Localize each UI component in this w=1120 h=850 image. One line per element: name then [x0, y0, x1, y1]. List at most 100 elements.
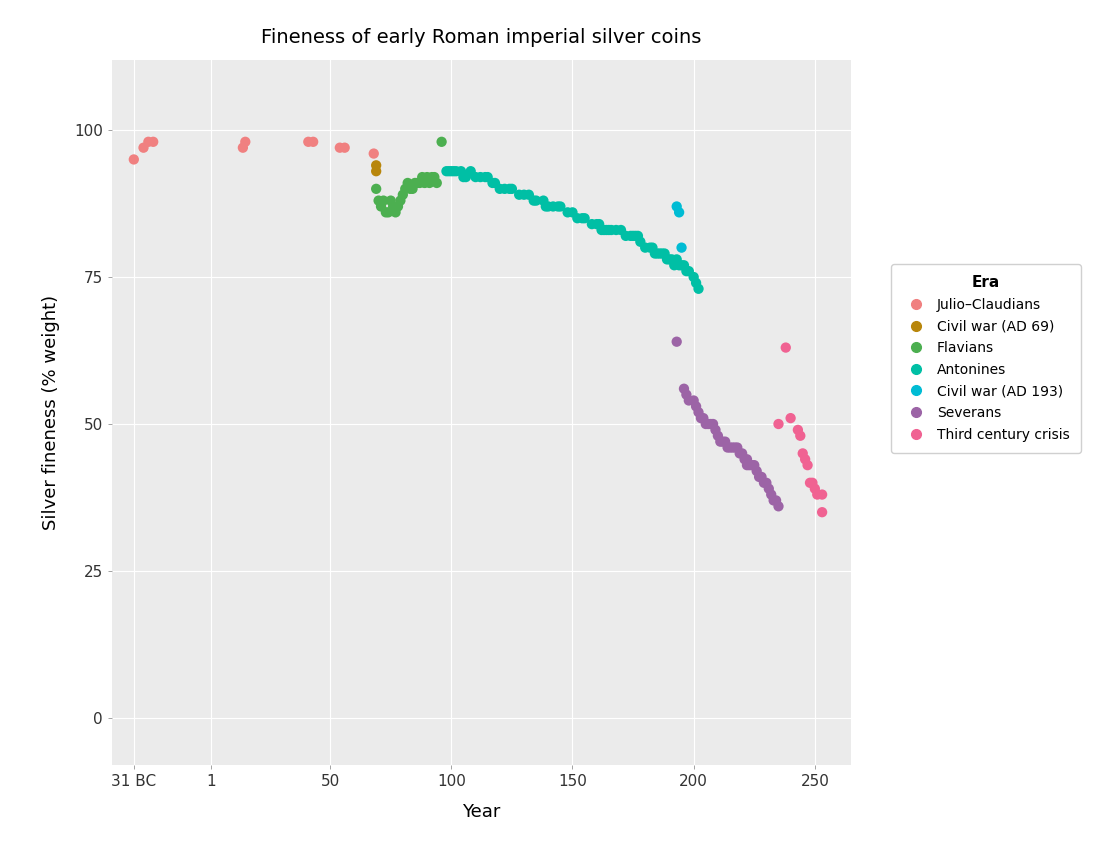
Severans [734, 446, 752, 460]
Julio–Claudians [234, 141, 252, 155]
Antonines [661, 252, 679, 266]
Severans [740, 458, 758, 472]
Third century crisis [792, 429, 810, 443]
X-axis label: Year: Year [463, 803, 501, 821]
Flavians [389, 200, 407, 213]
Flavians [418, 170, 436, 184]
Antonines [597, 224, 615, 237]
Flavians [372, 200, 390, 213]
Severans [719, 441, 737, 455]
Antonines [684, 270, 702, 284]
Severans [759, 482, 777, 496]
Flavians [403, 182, 421, 196]
Third century crisis [813, 506, 831, 519]
Severans [694, 411, 712, 425]
Flavians [382, 194, 400, 207]
Julio–Claudians [134, 141, 152, 155]
Severans [743, 458, 760, 472]
Antonines [655, 246, 673, 260]
Antonines [484, 176, 502, 190]
Julio–Claudians [139, 135, 157, 149]
Third century crisis [803, 476, 821, 490]
Civil war (AD 193) [668, 200, 685, 213]
Severans [690, 405, 708, 419]
Antonines [455, 170, 473, 184]
Antonines [626, 230, 644, 243]
Third century crisis [806, 482, 824, 496]
Antonines [515, 188, 533, 201]
Severans [738, 458, 756, 472]
Antonines [688, 276, 706, 290]
Antonines [680, 264, 698, 278]
Antonines [520, 188, 538, 201]
Antonines [624, 230, 642, 243]
Severans [755, 476, 773, 490]
Third century crisis [777, 341, 795, 354]
Antonines [491, 182, 508, 196]
Severans [767, 494, 785, 507]
Severans [716, 435, 734, 449]
Severans [709, 429, 727, 443]
Antonines [457, 170, 475, 184]
Third century crisis [796, 452, 814, 466]
Antonines [568, 212, 586, 225]
Antonines [690, 282, 708, 296]
Antonines [617, 230, 635, 243]
Flavians [377, 206, 395, 219]
Severans [745, 458, 763, 472]
Antonines [472, 170, 489, 184]
Severans [675, 382, 693, 395]
Civil war (AD 69) [367, 159, 385, 173]
Flavians [423, 170, 441, 184]
Antonines [496, 182, 514, 196]
Antonines [659, 252, 676, 266]
Antonines [668, 252, 685, 266]
Severans [688, 400, 706, 413]
Severans [750, 470, 768, 484]
Flavians [428, 176, 446, 190]
Severans [701, 417, 719, 431]
Antonines [461, 164, 479, 178]
Antonines [582, 218, 600, 231]
Severans [765, 494, 783, 507]
Antonines [648, 246, 666, 260]
Flavians [386, 206, 404, 219]
Antonines [607, 224, 625, 237]
Flavians [416, 176, 433, 190]
Legend: Julio–Claudians, Civil war (AD 69), Flavians, Antonines, Civil war (AD 193), Sev: Julio–Claudians, Civil war (AD 69), Flav… [892, 264, 1081, 453]
Flavians [411, 176, 429, 190]
Severans [678, 388, 696, 401]
Severans [713, 435, 731, 449]
Antonines [612, 224, 629, 237]
Flavians [380, 206, 398, 219]
Antonines [629, 230, 647, 243]
Severans [757, 476, 775, 490]
Severans [753, 470, 771, 484]
Severans [699, 417, 717, 431]
Flavians [420, 176, 438, 190]
Antonines [452, 164, 470, 178]
Severans [684, 394, 702, 407]
Antonines [576, 212, 594, 225]
Civil war (AD 69) [367, 164, 385, 178]
Severans [692, 411, 710, 425]
Antonines [632, 235, 650, 248]
Antonines [673, 258, 691, 272]
Flavians [396, 182, 414, 196]
Civil war (AD 193) [670, 206, 688, 219]
Severans [730, 446, 748, 460]
Severans [763, 488, 781, 502]
Antonines [678, 264, 696, 278]
Antonines [438, 164, 456, 178]
Antonines [636, 241, 654, 254]
Antonines [651, 246, 669, 260]
Antonines [486, 176, 504, 190]
Severans [724, 441, 741, 455]
Antonines [549, 200, 567, 213]
Flavians [426, 170, 444, 184]
Antonines [528, 194, 545, 207]
Severans [711, 435, 729, 449]
Antonines [467, 170, 485, 184]
Severans [697, 417, 715, 431]
Flavians [409, 176, 427, 190]
